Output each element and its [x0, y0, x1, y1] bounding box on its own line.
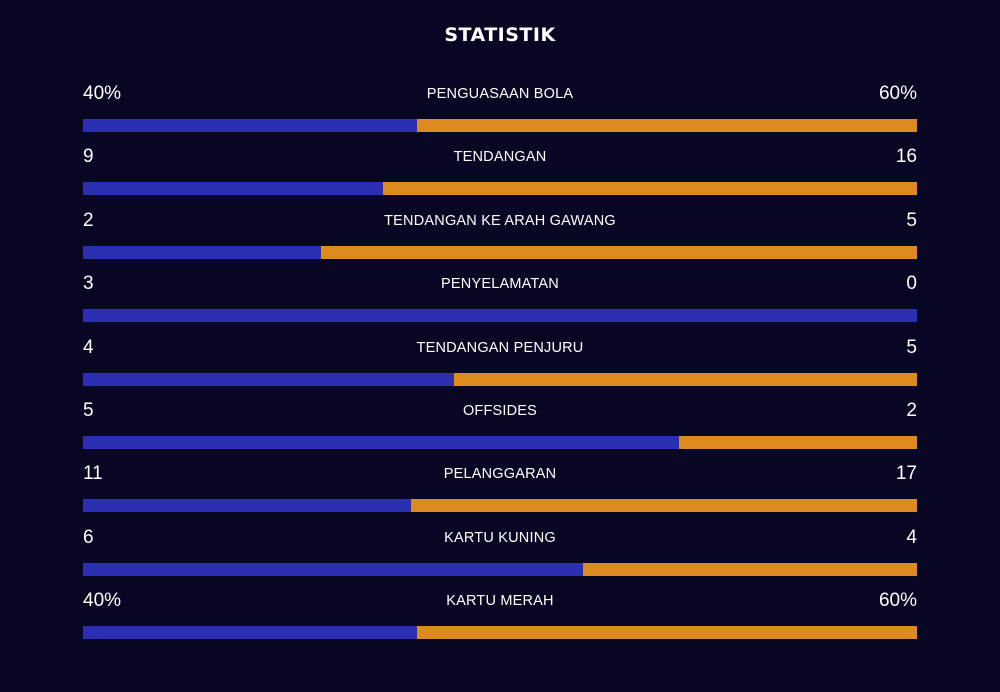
stat-header: 9 TENDANGAN 16	[83, 143, 917, 171]
away-bar-segment	[416, 119, 917, 132]
stat-header: 2 TENDANGAN KE ARAH GAWANG 5	[83, 207, 917, 235]
away-bar-segment	[410, 499, 917, 513]
stat-row: 4 TENDANGAN PENJURU 5	[83, 334, 917, 397]
stat-row: 3 PENYELAMATAN 0	[83, 270, 917, 333]
comparison-bar	[83, 372, 917, 386]
away-value: 60%	[878, 83, 917, 104]
stat-row: 6 KARTU KUNING 4	[83, 524, 917, 587]
comparison-bar	[83, 245, 917, 259]
home-value: 9	[83, 146, 94, 168]
away-bar-segment	[583, 562, 917, 576]
home-bar-segment	[83, 119, 417, 132]
stat-header: 5 OFFSIDES 2	[83, 397, 917, 425]
home-bar-segment	[83, 626, 417, 640]
stat-row: 11 PELANGGARAN 17	[83, 460, 917, 523]
stat-row: 40% KARTU MERAH 60%	[83, 587, 917, 650]
stat-header: 11 PELANGGARAN 17	[83, 460, 917, 488]
stat-header: 6 KARTU KUNING 4	[83, 524, 917, 552]
away-bar-segment	[453, 372, 917, 386]
home-value: 6	[83, 526, 94, 548]
away-value: 5	[906, 336, 917, 358]
stat-label: TENDANGAN KE ARAH GAWANG	[384, 212, 616, 229]
stat-header: 40% PENGUASAAN BOLA 60%	[83, 80, 917, 108]
stat-row: 40% PENGUASAAN BOLA 60%	[83, 80, 917, 143]
home-bar-segment	[83, 182, 384, 196]
stat-label: TENDANGAN	[453, 149, 547, 166]
stat-label: OFFSIDES	[462, 402, 538, 419]
away-bar-segment	[678, 435, 917, 449]
stat-header: 3 PENYELAMATAN 0	[83, 270, 917, 298]
stat-row: 9 TENDANGAN 16	[83, 143, 917, 206]
away-value: 0	[906, 273, 917, 295]
comparison-bar	[83, 182, 917, 196]
home-bar-segment	[83, 435, 679, 449]
away-value: 16	[895, 146, 917, 168]
away-value: 5	[906, 209, 917, 231]
page-title: STATISTIK	[444, 24, 556, 46]
home-value: 2	[83, 209, 94, 231]
stat-row: 2 TENDANGAN KE ARAH GAWANG 5	[83, 207, 917, 270]
stat-row: 5 OFFSIDES 2	[83, 397, 917, 460]
away-value: 17	[895, 463, 917, 485]
stat-header: 4 TENDANGAN PENJURU 5	[83, 334, 917, 362]
comparison-bar	[83, 309, 917, 323]
home-bar-segment	[83, 372, 454, 386]
comparison-bar	[83, 562, 917, 576]
home-value: 40%	[83, 590, 122, 612]
home-bar-segment	[83, 245, 322, 259]
stat-label: PELANGGARAN	[443, 466, 557, 483]
away-bar-segment	[321, 245, 917, 259]
home-value: 3	[83, 273, 94, 295]
home-value: 11	[83, 463, 103, 485]
stat-label: PENGUASAAN BOLA	[426, 86, 574, 102]
home-bar-segment	[83, 309, 917, 323]
away-value: 2	[906, 399, 917, 421]
home-bar-segment	[83, 562, 584, 576]
comparison-bar	[83, 119, 917, 132]
home-value: 5	[83, 399, 94, 421]
comparison-bar	[83, 499, 917, 513]
stat-header: 40% KARTU MERAH 60%	[83, 587, 917, 615]
stat-label: KARTU MERAH	[446, 593, 554, 610]
stat-label: TENDANGAN PENJURU	[416, 339, 584, 356]
comparison-bar	[83, 435, 917, 449]
home-value: 40%	[83, 83, 122, 104]
away-value: 60%	[878, 590, 917, 612]
away-bar-segment	[383, 182, 917, 196]
stat-label: KARTU KUNING	[444, 529, 556, 546]
home-value: 4	[83, 336, 94, 358]
stats-list: 40% PENGUASAAN BOLA 60% 9 TENDANGAN 16 2…	[83, 80, 917, 651]
away-value: 4	[906, 526, 917, 548]
stat-label: PENYELAMATAN	[441, 276, 559, 293]
comparison-bar	[83, 626, 917, 640]
away-bar-segment	[416, 626, 917, 640]
home-bar-segment	[83, 499, 411, 513]
